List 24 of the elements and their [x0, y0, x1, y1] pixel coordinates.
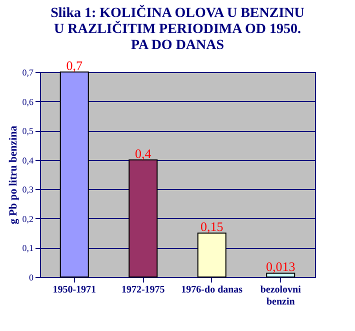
- y-tick-label: 0,3: [22, 184, 34, 195]
- data-label: 0,7: [66, 58, 83, 73]
- data-label: 0,15: [200, 219, 224, 234]
- bar: [266, 272, 296, 278]
- y-axis-title: g Pb po litru benzina: [7, 125, 20, 224]
- x-tick-label: 1950-1971: [52, 284, 96, 296]
- text: U RAZLIČITIM PERIODIMA OD 1950.: [54, 22, 301, 37]
- bar: [128, 159, 158, 278]
- text: PA DO DANAS: [130, 38, 224, 53]
- text: Slika 1: KOLIČINA OLOVA U BENZINU: [50, 6, 304, 21]
- data-label: 0,4: [135, 146, 152, 161]
- y-tick-label: 0,5: [22, 126, 34, 136]
- y-tick-label: 0,7: [22, 68, 34, 78]
- y-tick-label: 0: [29, 272, 34, 282]
- data-label: 0,013: [266, 259, 296, 274]
- x-tick-label: bezolovni benzin: [260, 284, 302, 308]
- y-tick-label: 0,2: [22, 214, 34, 224]
- x-tick-label: 1972-1975: [121, 284, 165, 296]
- y-tick-label: 0,4: [22, 155, 34, 166]
- bar: [60, 72, 89, 278]
- y-tick-label: 0,1: [22, 243, 34, 254]
- bar: [197, 232, 226, 278]
- x-tick-label: 1976-do danas: [181, 284, 243, 296]
- y-tick-label: 0,6: [22, 96, 34, 107]
